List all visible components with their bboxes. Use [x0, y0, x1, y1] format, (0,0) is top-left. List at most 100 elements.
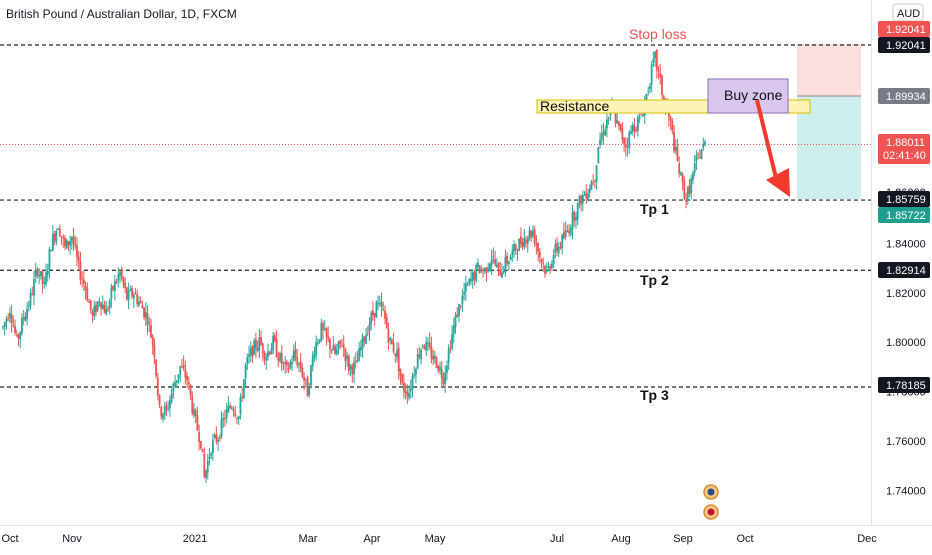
- candle: [473, 269, 476, 286]
- candle: [26, 302, 28, 326]
- candle: [480, 265, 483, 274]
- candle: [108, 298, 111, 315]
- candle: [513, 240, 515, 259]
- candle: [490, 249, 493, 275]
- candle: [647, 86, 650, 96]
- candle: [674, 139, 677, 155]
- candle: [310, 364, 312, 389]
- candle: [57, 227, 59, 231]
- candle: [681, 171, 684, 191]
- candle: [583, 191, 586, 196]
- candle: [606, 113, 608, 138]
- candle: [494, 250, 496, 267]
- candle: [277, 351, 280, 368]
- candle: [449, 340, 452, 354]
- candle: [303, 372, 306, 390]
- buy-zone-box[interactable]: [707, 78, 789, 114]
- candle: [67, 240, 70, 252]
- candle: [618, 121, 620, 131]
- candle: [268, 351, 271, 356]
- stop-loss-zone[interactable]: [797, 44, 861, 96]
- candle: [368, 317, 371, 341]
- candle: [475, 263, 478, 284]
- candle: [542, 257, 545, 273]
- candle: [695, 150, 698, 171]
- candle: [98, 297, 101, 307]
- candle: [439, 361, 441, 375]
- candle: [43, 276, 46, 289]
- svg-text:1.82914: 1.82914: [886, 265, 926, 277]
- candle: [580, 194, 583, 212]
- price-label-tp1: 1.85759: [878, 191, 930, 207]
- candle: [575, 211, 577, 229]
- candle: [425, 336, 428, 356]
- candle: [604, 125, 607, 137]
- candle: [24, 312, 27, 322]
- candle: [103, 301, 106, 314]
- candle: [478, 264, 481, 274]
- candle: [495, 258, 498, 268]
- candle: [628, 130, 631, 154]
- candle: [655, 49, 658, 79]
- candle: [678, 156, 681, 178]
- candle: [607, 116, 610, 125]
- candle: [704, 139, 706, 146]
- candle: [289, 359, 292, 370]
- candle: [468, 277, 471, 287]
- candle: [141, 300, 144, 309]
- candle: [187, 376, 190, 390]
- candle: [452, 317, 455, 344]
- chart-title: British Pound / Australian Dollar, 1D, F…: [6, 7, 237, 21]
- candle: [366, 326, 369, 337]
- candle: [485, 266, 488, 282]
- candle: [74, 235, 77, 250]
- candle: [327, 326, 330, 343]
- x-tick-label: Dec: [857, 533, 877, 545]
- candle: [101, 295, 104, 310]
- candle: [198, 424, 201, 451]
- candle: [593, 179, 596, 189]
- candle: [437, 364, 440, 374]
- candle: [313, 346, 316, 363]
- x-tick-label: Mar: [299, 533, 318, 545]
- candle: [359, 339, 362, 357]
- candle: [458, 303, 460, 323]
- candle: [635, 126, 638, 133]
- candle: [463, 282, 466, 301]
- candle: [329, 337, 331, 359]
- candle: [15, 330, 18, 338]
- candle: [136, 289, 139, 308]
- candle: [205, 469, 207, 484]
- candle: [571, 204, 574, 240]
- candle: [396, 342, 398, 363]
- candle: [220, 411, 223, 439]
- candle: [284, 356, 287, 374]
- candle: [330, 348, 333, 355]
- candle: [296, 348, 299, 369]
- candle: [89, 299, 92, 314]
- candle: [93, 300, 96, 321]
- price-axis-ticks: 1.740001.760001.780001.800001.820001.840…: [886, 189, 926, 497]
- stop-loss-label: Stop loss: [629, 26, 687, 42]
- candle: [446, 360, 448, 381]
- candle: [564, 221, 567, 240]
- candle: [569, 224, 572, 237]
- candle: [86, 282, 89, 303]
- candle: [36, 266, 39, 279]
- currency-flags-icon[interactable]: [703, 484, 719, 520]
- candle: [521, 237, 524, 251]
- candle: [224, 409, 226, 427]
- candle: [279, 351, 281, 364]
- candle: [540, 258, 543, 270]
- price-label-stop-top: 1.92041: [878, 21, 930, 37]
- candle: [492, 247, 495, 264]
- candle: [504, 249, 507, 277]
- candle: [69, 235, 72, 255]
- currency-badge-label: AUD: [897, 8, 920, 20]
- candle: [177, 374, 180, 384]
- candle: [160, 405, 163, 420]
- candle: [38, 267, 41, 284]
- tp3-label: Tp 3: [640, 387, 669, 403]
- candle: [163, 402, 166, 420]
- candle: [88, 298, 90, 303]
